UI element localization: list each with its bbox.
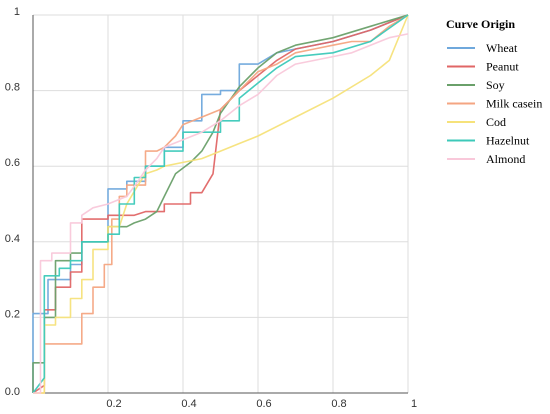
legend-label-soy: Soy [486, 78, 505, 92]
series-layer [32, 14, 409, 394]
y-tick-label: 0.0 [5, 386, 20, 398]
legend-label-wheat: Wheat [486, 41, 518, 55]
legend-label-peanut: Peanut [486, 60, 519, 74]
legend: Curve Origin Wheat Peanut Soy Milk casein Co… [446, 17, 542, 166]
x-tick-label: 0.8 [331, 398, 346, 410]
y-tick-label: 0.4 [5, 233, 20, 245]
x-tick-label: 0.4 [181, 398, 196, 410]
series-line-soy [32, 14, 409, 393]
y-tick-label: 1 [14, 6, 20, 18]
legend-title: Curve Origin [446, 17, 515, 31]
series-line-hazelnut [32, 14, 409, 394]
x-tick-label: 0.6 [256, 398, 271, 410]
legend-label-milk-casein: Milk casein [486, 97, 542, 111]
series-line-milk-casein [33, 14, 409, 394]
axes [32, 15, 408, 394]
grid-lines [32, 14, 409, 394]
tick-labels: 0.2 0.4 0.6 0.8 1 0.0 0.2 0.4 0.6 0.8 1 [5, 6, 417, 410]
legend-label-almond: Almond [486, 152, 525, 166]
series-line-wheat [32, 14, 409, 393]
legend-label-cod: Cod [486, 115, 506, 129]
series-line-peanut [32, 14, 409, 394]
x-tick-label: 1 [411, 398, 417, 410]
x-tick-label: 0.2 [106, 398, 121, 410]
y-tick-label: 0.2 [5, 308, 20, 320]
legend-label-hazelnut: Hazelnut [486, 134, 530, 148]
series-line-cod [33, 14, 409, 394]
series-line-almond [33, 33, 409, 394]
y-tick-label: 0.8 [5, 82, 20, 94]
y-tick-label: 0.6 [5, 157, 20, 169]
